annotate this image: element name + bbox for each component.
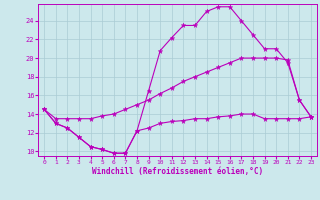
X-axis label: Windchill (Refroidissement éolien,°C): Windchill (Refroidissement éolien,°C) — [92, 167, 263, 176]
